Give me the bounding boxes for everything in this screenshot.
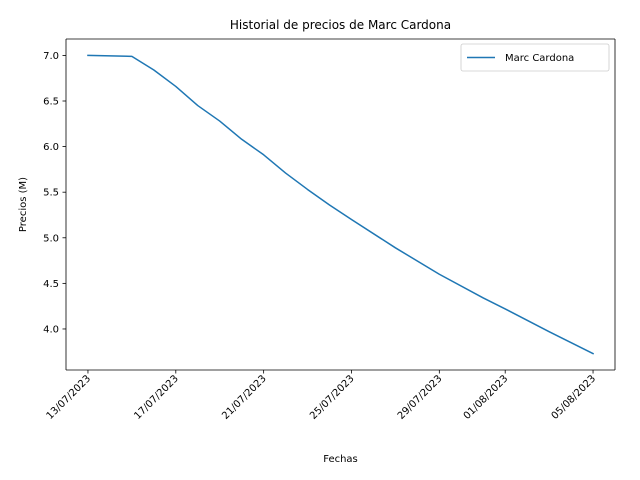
- series-line-1: [87, 54, 595, 355]
- chart-title: Historial de precios de Marc Cardona: [230, 18, 451, 32]
- y-tick-label: 4.5: [43, 279, 59, 290]
- y-tick-label: 5.5: [43, 188, 59, 199]
- y-tick-label: 7.0: [43, 51, 59, 62]
- y-tick-label: 4.0: [43, 324, 59, 335]
- y-tick-label: 6.5: [43, 97, 59, 108]
- legend-label: Marc Cardona: [505, 53, 574, 64]
- y-tick-label: 6.0: [43, 142, 59, 153]
- plot-area: 4.04.55.05.56.06.57.013/07/2023 17/07/202…: [43, 38, 616, 422]
- legend-box: [460, 43, 610, 72]
- plot-background: [66, 39, 615, 370]
- y-tick-label: 5.0: [43, 233, 59, 244]
- y-axis-label: Precios (M): [18, 177, 29, 232]
- x-axis-label: Fechas: [323, 454, 358, 465]
